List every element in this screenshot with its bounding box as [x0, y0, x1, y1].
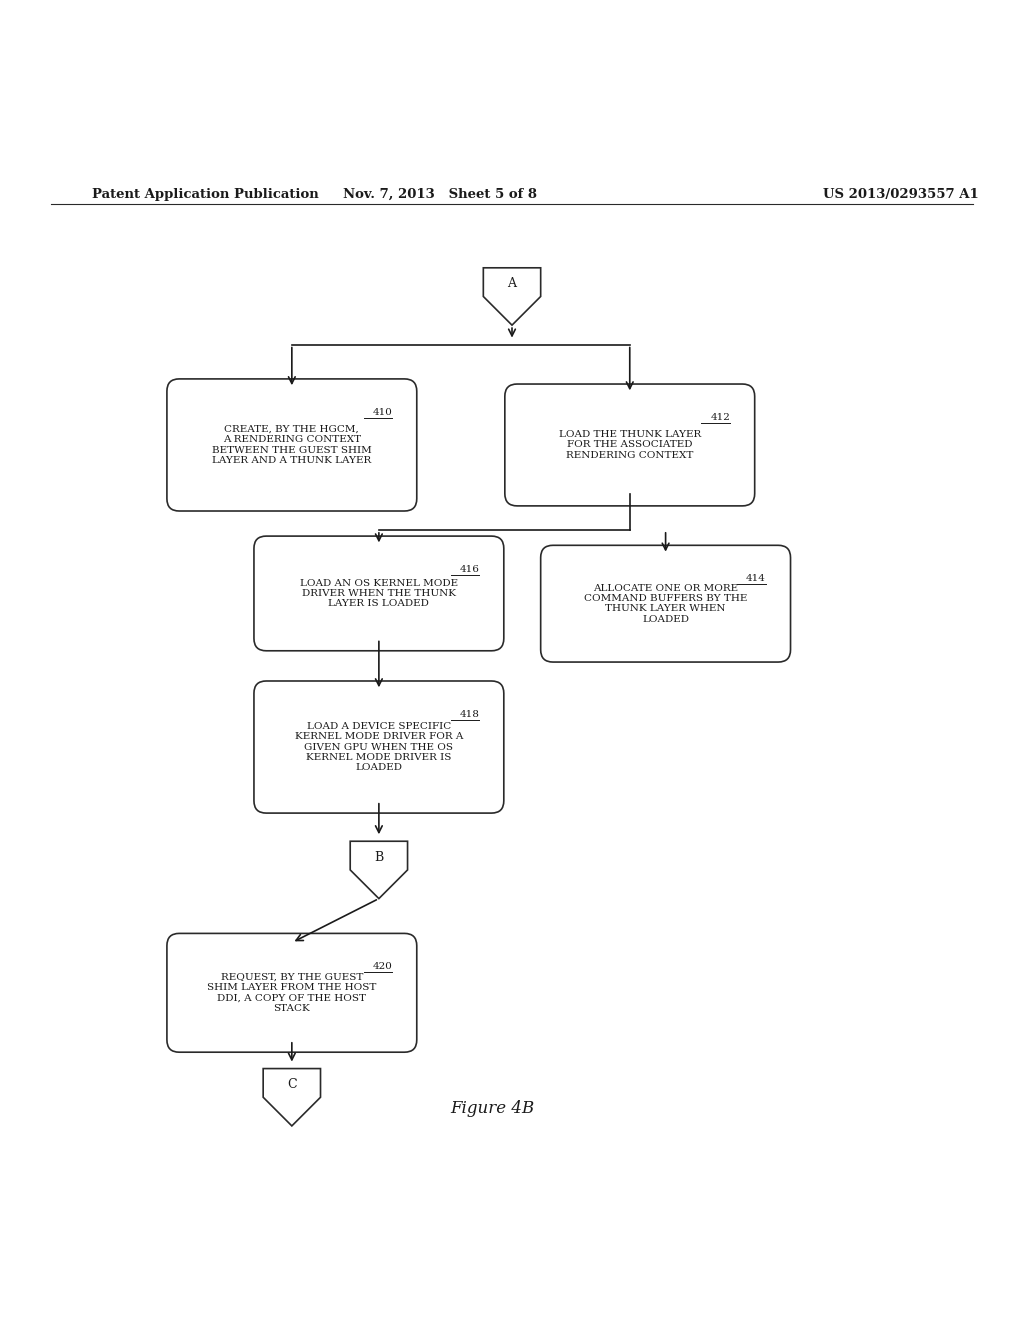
Text: A: A: [508, 277, 516, 290]
Text: CREATE, BY THE HGCM,
A RENDERING CONTEXT
BETWEEN THE GUEST SHIM
LAYER AND A THUN: CREATE, BY THE HGCM, A RENDERING CONTEXT…: [212, 425, 372, 465]
Text: REQUEST, BY THE GUEST
SHIM LAYER FROM THE HOST
DDI, A COPY OF THE HOST
STACK: REQUEST, BY THE GUEST SHIM LAYER FROM TH…: [207, 973, 377, 1012]
Text: 418: 418: [460, 710, 479, 718]
Text: 414: 414: [746, 574, 766, 583]
Text: Patent Application Publication: Patent Application Publication: [92, 187, 318, 201]
Text: LOAD THE THUNK LAYER
FOR THE ASSOCIATED
RENDERING CONTEXT: LOAD THE THUNK LAYER FOR THE ASSOCIATED …: [559, 430, 700, 459]
Text: B: B: [374, 850, 384, 863]
Text: Figure 4B: Figure 4B: [451, 1100, 535, 1117]
Text: 412: 412: [711, 413, 730, 421]
Text: US 2013/0293557 A1: US 2013/0293557 A1: [823, 187, 979, 201]
Text: C: C: [287, 1078, 297, 1090]
FancyBboxPatch shape: [541, 545, 791, 663]
Text: LOAD AN OS KERNEL MODE
DRIVER WHEN THE THUNK
LAYER IS LOADED: LOAD AN OS KERNEL MODE DRIVER WHEN THE T…: [300, 578, 458, 609]
FancyBboxPatch shape: [254, 681, 504, 813]
Text: 416: 416: [460, 565, 479, 574]
Text: ALLOCATE ONE OR MORE
COMMAND BUFFERS BY THE
THUNK LAYER WHEN
LOADED: ALLOCATE ONE OR MORE COMMAND BUFFERS BY …: [584, 583, 748, 624]
FancyBboxPatch shape: [505, 384, 755, 506]
Text: LOAD A DEVICE SPECIFIC
KERNEL MODE DRIVER FOR A
GIVEN GPU WHEN THE OS
KERNEL MOD: LOAD A DEVICE SPECIFIC KERNEL MODE DRIVE…: [295, 722, 463, 772]
FancyBboxPatch shape: [254, 536, 504, 651]
Text: 410: 410: [373, 408, 392, 417]
Text: Nov. 7, 2013   Sheet 5 of 8: Nov. 7, 2013 Sheet 5 of 8: [343, 187, 538, 201]
FancyBboxPatch shape: [167, 379, 417, 511]
FancyBboxPatch shape: [167, 933, 417, 1052]
Text: 420: 420: [373, 962, 392, 972]
